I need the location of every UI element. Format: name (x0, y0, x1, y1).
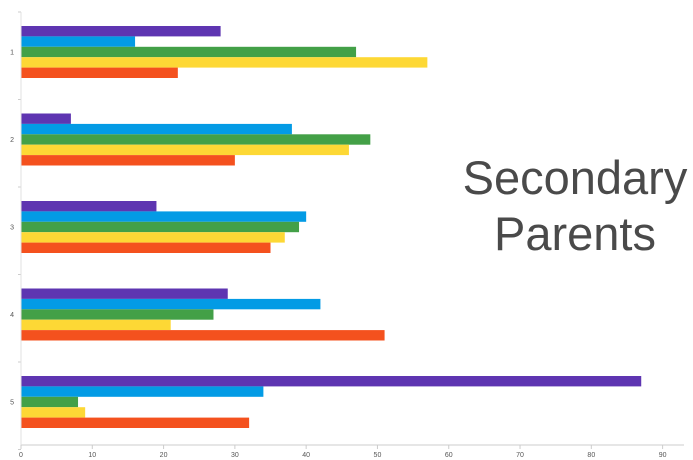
bar-cat5-series4 (21, 407, 86, 418)
x-tick-label: 80 (587, 452, 595, 459)
bar-cat1-series3 (21, 46, 357, 58)
bar-cat3-series1 (21, 201, 157, 212)
x-tick-label: 40 (302, 452, 310, 459)
bar-cat3-series5 (21, 242, 271, 253)
x-tick-label: 90 (659, 452, 667, 459)
bar-cat5-series5 (21, 417, 250, 428)
bar-cat5-series3 (21, 396, 79, 408)
bar-cat4-series4 (21, 319, 171, 331)
bar-cat5-series2 (21, 386, 264, 397)
bar-cat3-series4 (21, 232, 285, 243)
bar-cat4-series2 (21, 298, 321, 310)
bar-cat3-series2 (21, 211, 307, 222)
x-tick-label: 70 (516, 452, 524, 459)
y-tick-label: 5 (10, 400, 14, 407)
x-tick-label: 10 (88, 452, 96, 459)
x-tick-label: 60 (445, 452, 453, 459)
bar-cat2-series5 (21, 155, 235, 166)
y-tick-label: 2 (10, 137, 14, 144)
axes-group (18, 11, 684, 450)
y-tick-label: 3 (10, 225, 14, 232)
x-tick-label: 0 (19, 452, 23, 459)
bar-cat4-series3 (21, 309, 214, 320)
x-tick-label: 30 (231, 452, 239, 459)
bar-cat3-series3 (21, 221, 300, 233)
x-tick-label: 50 (374, 452, 382, 459)
y-tick-label: 4 (10, 312, 14, 319)
bar-cat4-series5 (21, 330, 385, 341)
overlay-title: Secondary Parents (455, 150, 693, 262)
bar-cat1-series4 (21, 57, 428, 68)
overlay-title-line1: Secondary (462, 151, 688, 204)
bar-cat2-series3 (21, 134, 371, 145)
y-tick-label: 1 (10, 50, 14, 57)
bar-cat1-series2 (21, 36, 136, 47)
bar-cat2-series1 (21, 113, 71, 124)
bar-cat2-series2 (21, 123, 292, 135)
bar-cat2-series4 (21, 144, 349, 156)
x-tick-label: 20 (160, 452, 168, 459)
bar-cat5-series1 (21, 376, 642, 387)
bar-cat1-series5 (21, 67, 178, 78)
bar-cat4-series1 (21, 288, 228, 299)
overlay-title-line2: Parents (494, 207, 656, 260)
bars-group (21, 26, 642, 428)
bar-cat1-series1 (21, 26, 221, 37)
